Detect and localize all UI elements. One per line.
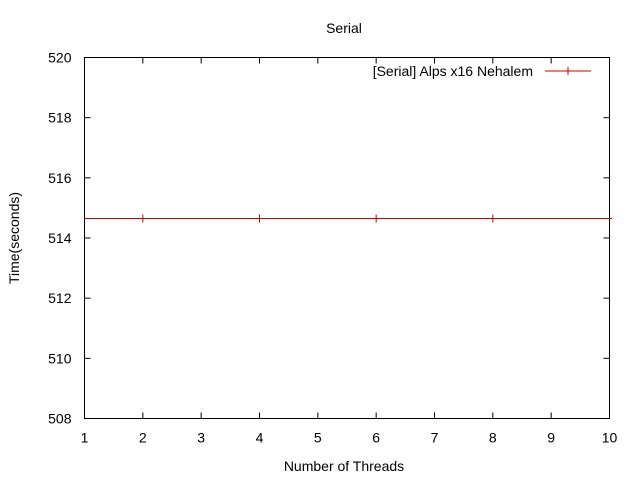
series-layer <box>84 214 612 223</box>
x-tick-label: 1 <box>81 430 89 446</box>
y-tick-label: 516 <box>48 170 72 186</box>
legend-label: [Serial] Alps x16 Nehalem <box>373 63 533 79</box>
y-tick-label: 508 <box>48 411 72 427</box>
data-point <box>488 214 497 223</box>
x-axis-label: Number of Threads <box>284 458 404 474</box>
y-tick-label: 510 <box>48 350 72 366</box>
y-tick-label: 520 <box>48 50 72 66</box>
chart-title: Serial <box>326 20 362 36</box>
data-point <box>138 214 147 223</box>
x-tick-label: 10 <box>602 430 618 446</box>
data-point <box>255 214 264 223</box>
axis-ticks: 1 2 3 4 5 6 7 8 9 10 508 510 512 514 516 518 520 <box>48 50 617 446</box>
y-tick-label: 512 <box>48 290 72 306</box>
y-tick-label: 518 <box>48 110 72 126</box>
x-tick-label: 7 <box>431 430 439 446</box>
x-tick-label: 4 <box>256 430 264 446</box>
y-tick-label: 514 <box>48 230 72 246</box>
data-point <box>372 214 381 223</box>
x-tick-label: 6 <box>372 430 380 446</box>
x-tick-label: 9 <box>547 430 555 446</box>
x-tick-label: 8 <box>489 430 497 446</box>
legend: [Serial] Alps x16 Nehalem <box>373 63 591 79</box>
x-tick-label: 2 <box>139 430 147 446</box>
x-tick-label: 5 <box>314 430 322 446</box>
x-tick-label: 3 <box>197 430 205 446</box>
plot-frame <box>84 57 610 419</box>
y-axis-label: Time(seconds) <box>6 192 22 284</box>
